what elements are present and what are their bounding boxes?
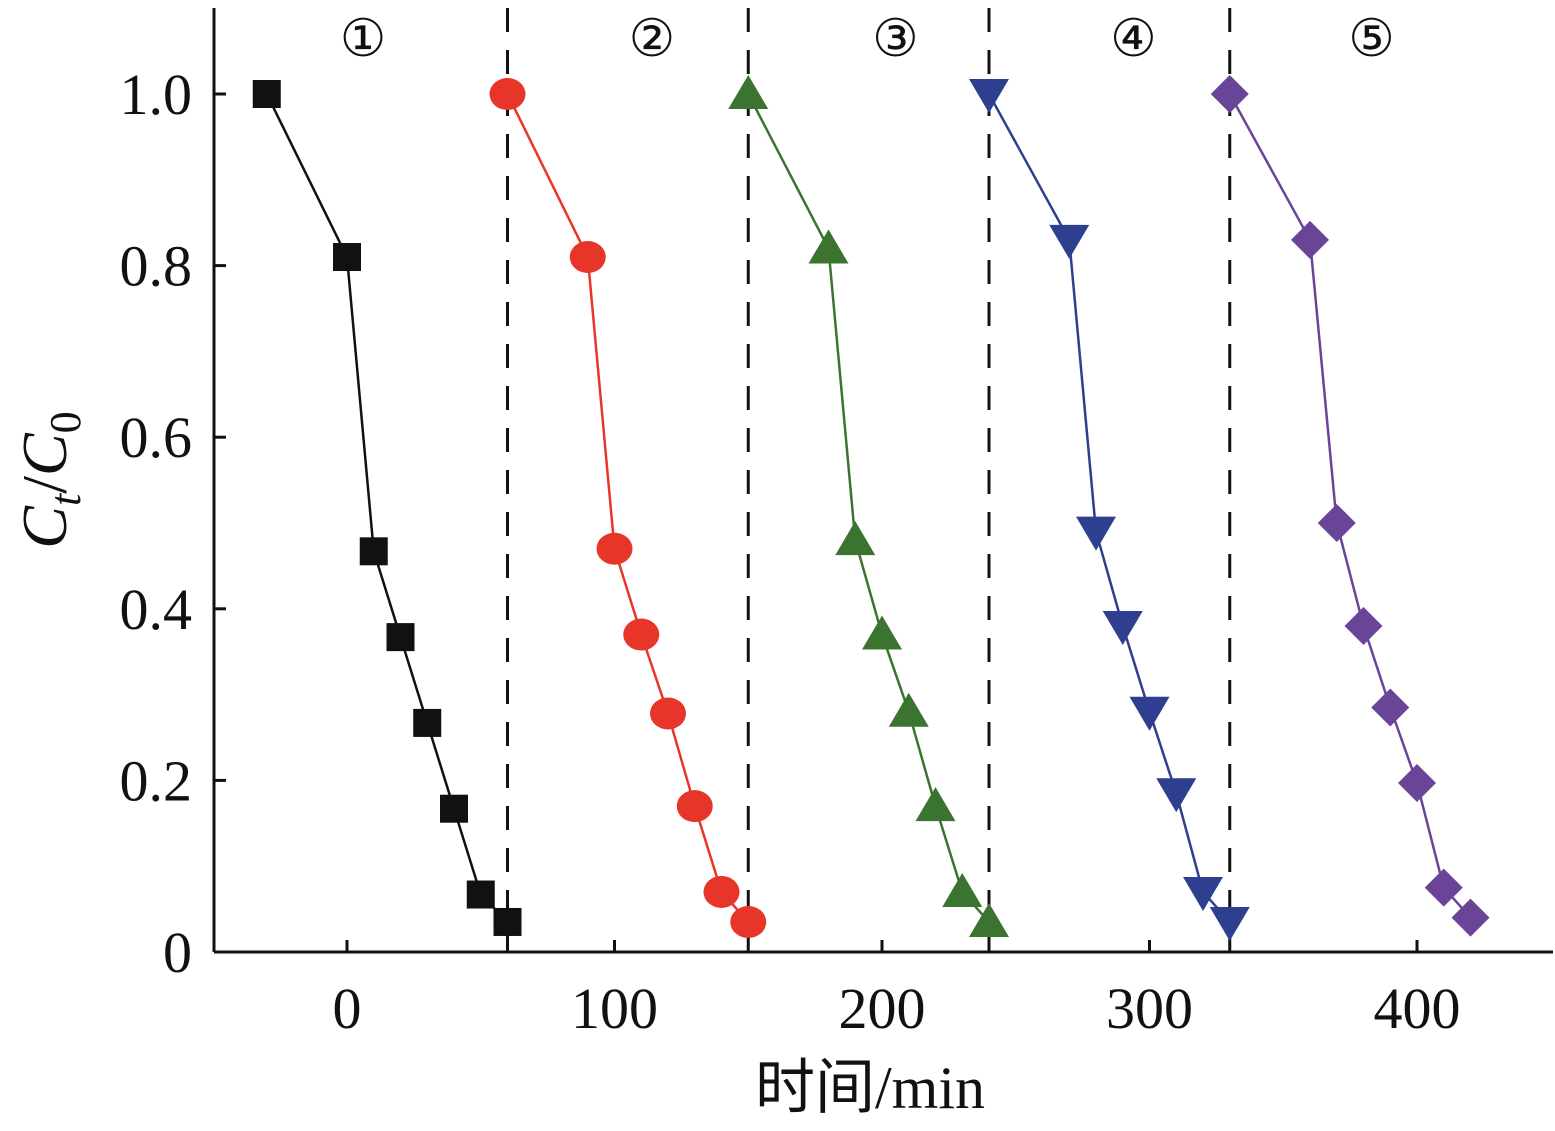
- cycle-label: ①: [340, 9, 387, 69]
- x-axis-title: 时间/min: [755, 1055, 985, 1121]
- axes: [212, 8, 1553, 954]
- cycle-label: ③: [872, 9, 919, 69]
- data-point: [888, 692, 929, 727]
- data-point: [969, 902, 1009, 937]
- x-tick-label: 200: [839, 976, 926, 1041]
- data-point: [703, 875, 740, 908]
- series-2: [489, 78, 767, 938]
- data-point: [1102, 610, 1143, 645]
- cycle-label: ②: [629, 9, 676, 69]
- data-point: [333, 243, 361, 272]
- y-tick-label: 0.4: [120, 577, 193, 642]
- series-line: [506, 93, 750, 923]
- x-tick-label: 300: [1106, 976, 1193, 1041]
- x-tick-label: 0: [333, 976, 362, 1041]
- data-point: [835, 521, 876, 556]
- data-point: [466, 880, 495, 909]
- axis-ticks: 0 100 200 300 400 0 0.2 0.4 0.6 0.8 1.0: [120, 62, 1461, 1041]
- y-title-c: C: [9, 505, 80, 549]
- data-point: [569, 241, 606, 274]
- cycle-labels: ① ② ③ ④ ⑤: [340, 9, 1395, 69]
- series-1: [252, 80, 522, 936]
- data-point: [413, 708, 442, 737]
- data-point: [252, 80, 281, 108]
- data-point: [1129, 696, 1170, 731]
- data-point: [1424, 868, 1463, 907]
- series-4: [969, 79, 1250, 941]
- y-tick-label: 0.2: [120, 748, 193, 813]
- data-point: [1183, 876, 1223, 911]
- data-point: [596, 532, 633, 565]
- data-point: [1210, 75, 1249, 113]
- cycle-label: ④: [1110, 9, 1157, 69]
- data-point: [1209, 906, 1250, 941]
- data-point: [942, 872, 983, 907]
- series-line: [265, 93, 509, 923]
- series-3: [728, 75, 1009, 937]
- data-point: [493, 907, 522, 936]
- series-layer: [252, 75, 1490, 941]
- data-point: [676, 790, 713, 823]
- data-point: [359, 537, 388, 566]
- data-point: [650, 697, 686, 730]
- data-point: [862, 615, 902, 650]
- series-5: [1210, 75, 1490, 937]
- x-tick-label: 100: [571, 976, 658, 1041]
- data-point: [1317, 504, 1356, 542]
- data-point: [1344, 606, 1383, 645]
- data-point: [808, 229, 849, 264]
- data-point: [1156, 778, 1197, 813]
- y-tick-label: 0.6: [120, 405, 193, 470]
- cycle-dividers: [506, 8, 1232, 952]
- data-point: [730, 905, 767, 938]
- y-tick-label: 0: [163, 920, 192, 985]
- data-point: [915, 787, 956, 822]
- series-line: [1228, 93, 1472, 919]
- data-point: [1398, 763, 1436, 802]
- x-tick-label: 400: [1374, 976, 1461, 1041]
- data-point: [1371, 688, 1410, 727]
- y-title-c0: C: [9, 432, 80, 476]
- data-point: [386, 623, 415, 652]
- data-point: [1451, 898, 1490, 937]
- y-title-sub-t: t: [41, 492, 90, 506]
- y-title-slash: /: [9, 476, 80, 494]
- data-point: [1049, 224, 1090, 259]
- series-line: [987, 93, 1231, 923]
- series-line: [747, 93, 990, 923]
- data-point: [440, 794, 468, 823]
- data-point: [489, 78, 526, 110]
- data-point: [1291, 220, 1329, 259]
- y-axis-title: Ct/C0: [9, 411, 90, 548]
- y-tick-label: 1.0: [120, 62, 193, 127]
- y-tick-label: 0.8: [120, 234, 193, 299]
- cycle-label: ⑤: [1348, 9, 1395, 69]
- data-point: [1076, 516, 1116, 551]
- data-point: [623, 618, 660, 651]
- data-point: [969, 79, 1009, 113]
- data-point: [728, 75, 769, 109]
- y-title-sub-0: 0: [41, 411, 90, 433]
